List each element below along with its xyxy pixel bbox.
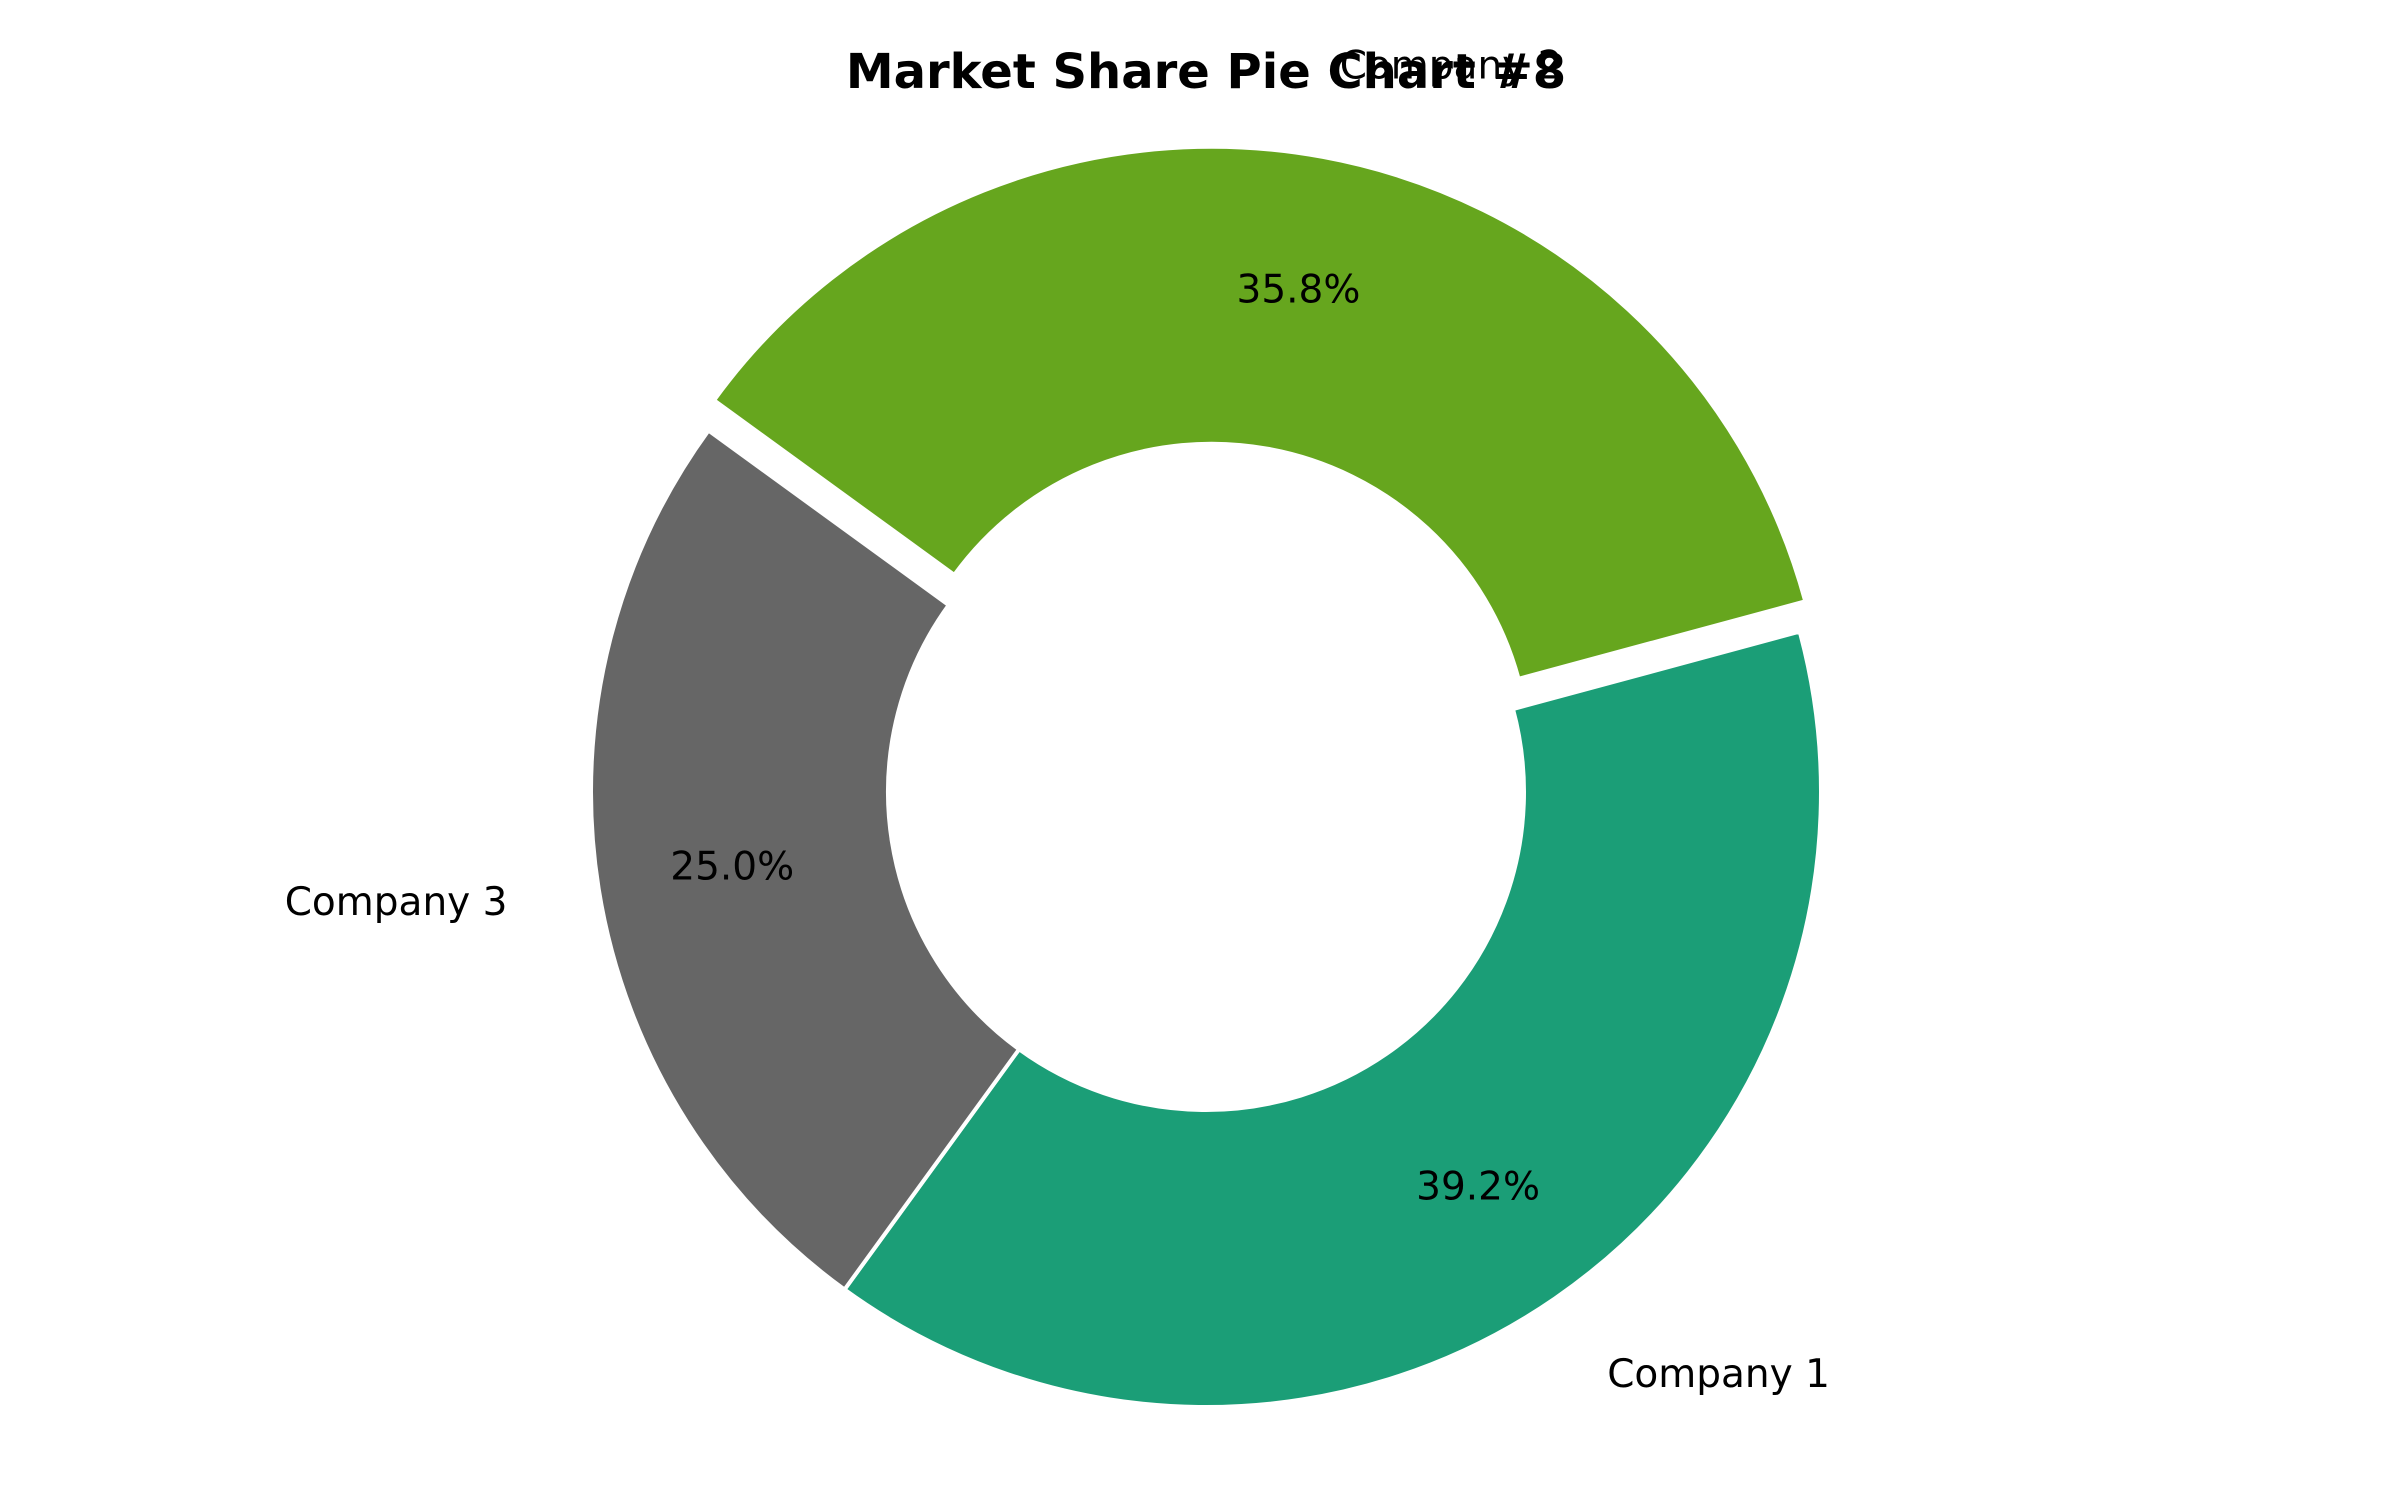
value-label-company-2: 35.8% <box>1237 268 1361 313</box>
chart-title: Market Share Pie Chart #8 <box>846 44 1566 100</box>
slice-label-company-2: Company 2 <box>1340 44 1563 89</box>
value-label-company-3: 25.0% <box>670 845 794 890</box>
slice-label-company-3: Company 3 <box>285 880 508 925</box>
slice-company-1 <box>841 629 1824 1410</box>
slices-group <box>589 144 1824 1410</box>
slice-company-3 <box>589 427 1022 1293</box>
labels-group: Company 1 39.2% Company 2 35.8% Company 3 25.… <box>285 44 1830 1397</box>
slice-label-company-1: Company 1 <box>1607 1352 1830 1397</box>
value-label-company-1: 39.2% <box>1416 1165 1540 1210</box>
slice-company-2 <box>711 144 1808 682</box>
